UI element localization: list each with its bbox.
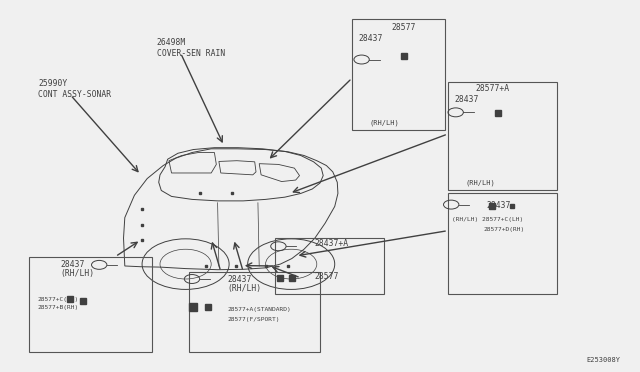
Text: 28577+C(LH): 28577+C(LH) [37, 296, 78, 302]
Text: (RH/LH) 28577+C(LH): (RH/LH) 28577+C(LH) [452, 217, 524, 222]
Text: 28577+D(RH): 28577+D(RH) [483, 227, 524, 232]
Text: 28437: 28437 [454, 95, 479, 104]
Text: 28437: 28437 [227, 275, 252, 284]
Text: 28437: 28437 [486, 201, 511, 210]
Text: (RH/LH): (RH/LH) [61, 269, 95, 278]
Text: 26498M: 26498M [157, 38, 186, 46]
Text: (RH/LH): (RH/LH) [227, 284, 261, 293]
Text: 28437: 28437 [358, 34, 383, 43]
Text: 28577: 28577 [315, 272, 339, 281]
Text: 28577+A(STANDARD): 28577+A(STANDARD) [227, 307, 291, 312]
Text: CONT ASSY-SONAR: CONT ASSY-SONAR [38, 90, 111, 99]
Text: E253008Y: E253008Y [587, 357, 621, 363]
Text: 28577(F/SPORT): 28577(F/SPORT) [227, 317, 280, 322]
Text: (RH/LH): (RH/LH) [465, 179, 495, 186]
Text: 28577: 28577 [391, 23, 415, 32]
Text: 28437+A: 28437+A [315, 239, 349, 248]
Text: (RH/LH): (RH/LH) [369, 120, 399, 126]
Text: 25990Y: 25990Y [38, 78, 68, 87]
Text: 28577+B(RH): 28577+B(RH) [37, 305, 78, 310]
Text: 28437: 28437 [61, 260, 85, 269]
Text: COVER-SEN RAIN: COVER-SEN RAIN [157, 49, 225, 58]
Text: 28577+A: 28577+A [476, 84, 510, 93]
